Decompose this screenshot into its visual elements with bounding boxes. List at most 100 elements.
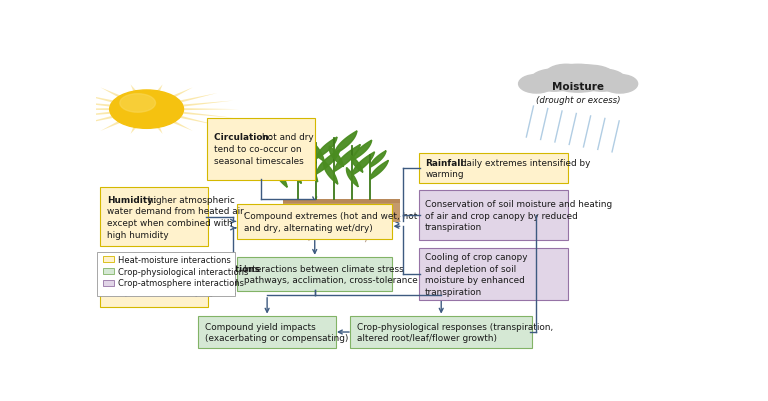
FancyBboxPatch shape [237,205,392,239]
Polygon shape [131,119,144,135]
Text: Crop-physiological interactions: Crop-physiological interactions [118,267,248,276]
Polygon shape [299,162,316,181]
FancyBboxPatch shape [100,254,208,307]
FancyBboxPatch shape [103,280,114,286]
FancyBboxPatch shape [350,316,532,348]
Polygon shape [101,88,131,102]
Polygon shape [352,152,375,176]
Text: higher atmospheric: higher atmospheric [145,195,235,204]
Text: Rainfall:: Rainfall: [425,158,467,167]
Text: transpiration: transpiration [425,223,482,232]
FancyBboxPatch shape [283,199,399,223]
Ellipse shape [545,65,587,85]
Text: Interactions between climate stress: Interactions between climate stress [243,264,403,273]
Text: warming: warming [425,170,464,179]
Text: and dry, alternating wet/dry): and dry, alternating wet/dry) [243,223,372,232]
Polygon shape [276,169,287,188]
Circle shape [120,94,155,113]
Ellipse shape [602,75,637,94]
Polygon shape [329,147,343,167]
Text: pathways, acclimation, cross-tolerance: pathways, acclimation, cross-tolerance [243,275,417,285]
Polygon shape [280,158,292,174]
Ellipse shape [566,66,614,86]
Circle shape [110,91,184,129]
Text: seasonal timescales: seasonal timescales [214,156,303,166]
Ellipse shape [531,70,578,92]
Polygon shape [149,85,163,100]
Polygon shape [301,155,318,182]
Ellipse shape [578,70,626,92]
Polygon shape [293,144,307,166]
FancyBboxPatch shape [198,316,336,348]
Text: daily extremes intensified by: daily extremes intensified by [458,158,590,167]
Text: except when combined with: except when combined with [107,219,233,227]
Text: :: : [225,264,228,273]
Polygon shape [180,101,233,107]
Text: high humidity: high humidity [107,230,168,239]
Text: Heat-moisture interactions: Heat-moisture interactions [118,255,231,264]
Text: Conservation of soil moisture and heating: Conservation of soil moisture and heatin… [425,199,612,209]
Text: mutual amplification of rising: mutual amplification of rising [107,276,238,285]
FancyBboxPatch shape [103,269,114,274]
Text: Compound extremes (hot and wet, hot: Compound extremes (hot and wet, hot [243,211,417,221]
Text: (drought or excess): (drought or excess) [536,95,621,105]
FancyBboxPatch shape [98,253,235,296]
Polygon shape [370,161,389,180]
FancyBboxPatch shape [207,118,315,180]
Polygon shape [334,132,357,155]
Polygon shape [162,88,193,102]
Text: Cooling of crop canopy: Cooling of crop canopy [425,252,528,261]
Polygon shape [162,118,193,132]
Polygon shape [184,109,239,111]
FancyBboxPatch shape [419,191,568,241]
Text: transpiration: transpiration [425,288,482,296]
Text: Humidity:: Humidity: [107,195,156,204]
FancyBboxPatch shape [529,81,627,89]
FancyBboxPatch shape [283,199,399,203]
Polygon shape [149,119,163,135]
Polygon shape [101,118,131,132]
Polygon shape [346,168,358,187]
Text: Compound yield impacts: Compound yield impacts [205,322,316,331]
Polygon shape [316,138,337,159]
FancyBboxPatch shape [103,257,114,262]
Polygon shape [76,115,121,126]
Polygon shape [370,151,386,168]
Ellipse shape [545,65,611,93]
Text: Crop-atmosphere interactions: Crop-atmosphere interactions [118,279,244,288]
FancyBboxPatch shape [419,248,568,301]
Text: Crop-physiological responses (transpiration,: Crop-physiological responses (transpirat… [356,322,553,331]
Polygon shape [172,94,217,104]
Polygon shape [131,85,144,100]
Polygon shape [352,141,372,161]
Text: (exacerbating or compensating): (exacerbating or compensating) [205,334,349,342]
Polygon shape [308,138,324,162]
Text: tend to co-occur on: tend to co-occur on [214,145,302,154]
Text: temperature and drying soils: temperature and drying soils [107,288,236,297]
Polygon shape [299,153,314,169]
Polygon shape [55,109,110,111]
Text: and depletion of soil: and depletion of soil [425,264,516,273]
Polygon shape [60,101,114,107]
FancyBboxPatch shape [419,154,568,183]
Polygon shape [323,161,338,185]
Polygon shape [316,150,340,175]
Text: of air and crop canopy by reduced: of air and crop canopy by reduced [425,211,578,220]
Text: Circulation:: Circulation: [214,133,276,142]
Text: Land–atmosphere interactions: Land–atmosphere interactions [107,264,260,273]
Polygon shape [180,112,233,118]
Text: moisture by enhanced: moisture by enhanced [425,275,525,285]
Polygon shape [60,112,114,118]
FancyBboxPatch shape [237,257,392,292]
Text: water demand from heated air,: water demand from heated air, [107,207,247,216]
FancyBboxPatch shape [100,188,208,247]
Polygon shape [334,145,360,172]
Polygon shape [351,156,362,173]
Ellipse shape [518,75,554,94]
Polygon shape [286,159,301,184]
Polygon shape [172,115,217,126]
Text: hot and dry: hot and dry [262,133,313,142]
Polygon shape [76,94,121,104]
Text: Moisture: Moisture [552,82,604,92]
Text: altered root/leaf/flower growth): altered root/leaf/flower growth) [356,334,497,342]
